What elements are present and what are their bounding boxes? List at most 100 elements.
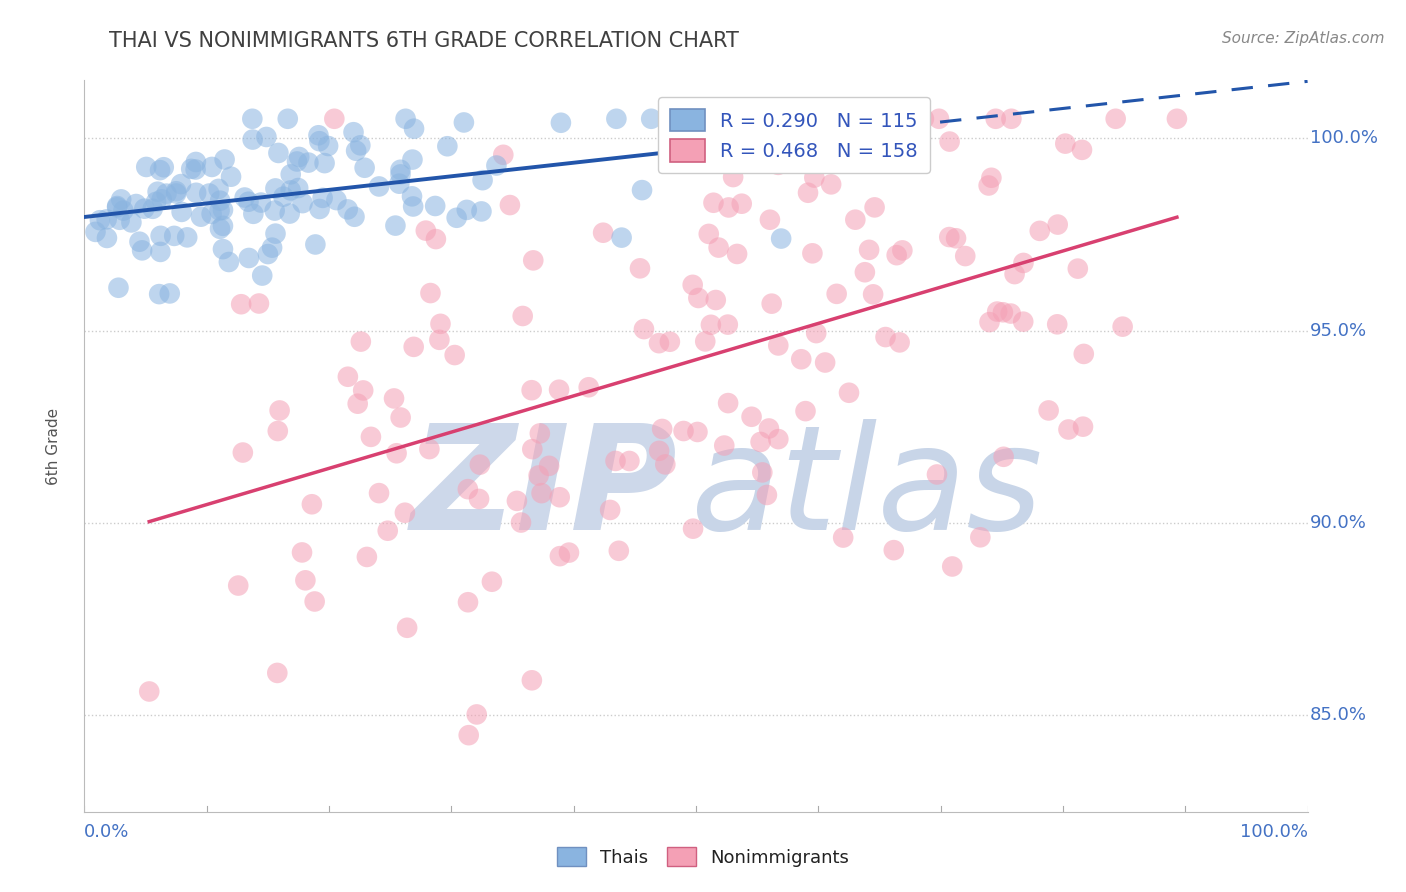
- Point: [336, 202, 359, 217]
- Point: [702, 195, 724, 210]
- Point: [1071, 419, 1094, 434]
- Point: [212, 242, 235, 256]
- Point: [176, 230, 198, 244]
- Point: [986, 304, 1008, 318]
- Point: [605, 454, 627, 468]
- Point: [717, 318, 740, 332]
- Point: [1054, 136, 1077, 151]
- Point: [146, 185, 169, 199]
- Point: [713, 439, 735, 453]
- Point: [682, 277, 704, 292]
- Point: [945, 231, 967, 245]
- Point: [242, 132, 264, 146]
- Point: [768, 338, 790, 352]
- Point: [401, 153, 423, 167]
- Point: [356, 549, 378, 564]
- Point: [707, 241, 730, 255]
- Point: [278, 206, 301, 220]
- Point: [1071, 143, 1094, 157]
- Text: THAI VS NONIMMIGRANTS 6TH GRADE CORRELATION CHART: THAI VS NONIMMIGRANTS 6TH GRADE CORRELAT…: [108, 31, 738, 51]
- Point: [578, 380, 600, 394]
- Point: [912, 112, 935, 126]
- Point: [267, 424, 290, 438]
- Point: [599, 503, 621, 517]
- Point: [465, 707, 488, 722]
- Point: [751, 466, 773, 480]
- Point: [453, 115, 475, 129]
- Point: [105, 199, 128, 213]
- Point: [605, 112, 627, 126]
- Point: [682, 522, 704, 536]
- Point: [170, 205, 193, 219]
- Point: [672, 424, 695, 438]
- Point: [429, 317, 451, 331]
- Point: [548, 383, 571, 397]
- Point: [208, 221, 231, 235]
- Point: [522, 253, 544, 268]
- Point: [520, 383, 543, 397]
- Point: [252, 268, 274, 283]
- Point: [415, 224, 437, 238]
- Text: 85.0%: 85.0%: [1310, 706, 1367, 724]
- Point: [1012, 315, 1035, 329]
- Point: [353, 161, 375, 175]
- Point: [761, 296, 783, 310]
- Point: [832, 531, 855, 545]
- Point: [1004, 267, 1026, 281]
- Point: [1067, 261, 1090, 276]
- Point: [806, 326, 828, 340]
- Point: [801, 246, 824, 260]
- Point: [425, 199, 447, 213]
- Point: [134, 202, 156, 216]
- Point: [269, 403, 291, 417]
- Point: [263, 203, 285, 218]
- Point: [481, 574, 503, 589]
- Point: [368, 486, 391, 500]
- Point: [443, 348, 465, 362]
- Point: [155, 186, 177, 201]
- Point: [721, 170, 744, 185]
- Point: [686, 425, 709, 439]
- Point: [349, 138, 371, 153]
- Point: [360, 430, 382, 444]
- Point: [768, 432, 790, 446]
- Point: [84, 225, 107, 239]
- Point: [688, 291, 710, 305]
- Point: [96, 231, 118, 245]
- Point: [825, 112, 848, 126]
- Point: [725, 247, 748, 261]
- Point: [394, 506, 416, 520]
- Point: [209, 194, 232, 208]
- Point: [530, 486, 553, 500]
- Point: [651, 422, 673, 436]
- Point: [254, 130, 277, 145]
- Point: [186, 186, 208, 200]
- Point: [159, 286, 181, 301]
- Point: [875, 330, 897, 344]
- Point: [640, 112, 662, 126]
- Point: [304, 594, 326, 608]
- Point: [697, 227, 720, 241]
- Point: [1038, 403, 1060, 417]
- Point: [247, 296, 270, 310]
- Point: [658, 334, 681, 349]
- Point: [984, 112, 1007, 126]
- Point: [262, 241, 284, 255]
- Point: [893, 112, 915, 126]
- Point: [731, 196, 754, 211]
- Point: [749, 434, 772, 449]
- Point: [527, 468, 550, 483]
- Point: [925, 467, 948, 482]
- Point: [346, 397, 368, 411]
- Point: [250, 195, 273, 210]
- Point: [208, 203, 231, 218]
- Point: [928, 112, 950, 126]
- Point: [233, 190, 256, 204]
- Point: [212, 202, 235, 217]
- Point: [418, 442, 440, 456]
- Point: [148, 287, 170, 301]
- Point: [1111, 319, 1133, 334]
- Point: [125, 197, 148, 211]
- Point: [396, 621, 419, 635]
- Point: [142, 202, 165, 216]
